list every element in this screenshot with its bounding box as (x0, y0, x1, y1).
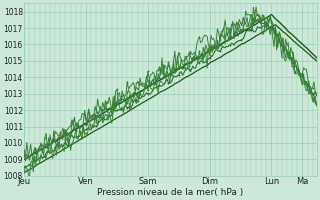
X-axis label: Pression niveau de la mer( hPa ): Pression niveau de la mer( hPa ) (97, 188, 244, 197)
